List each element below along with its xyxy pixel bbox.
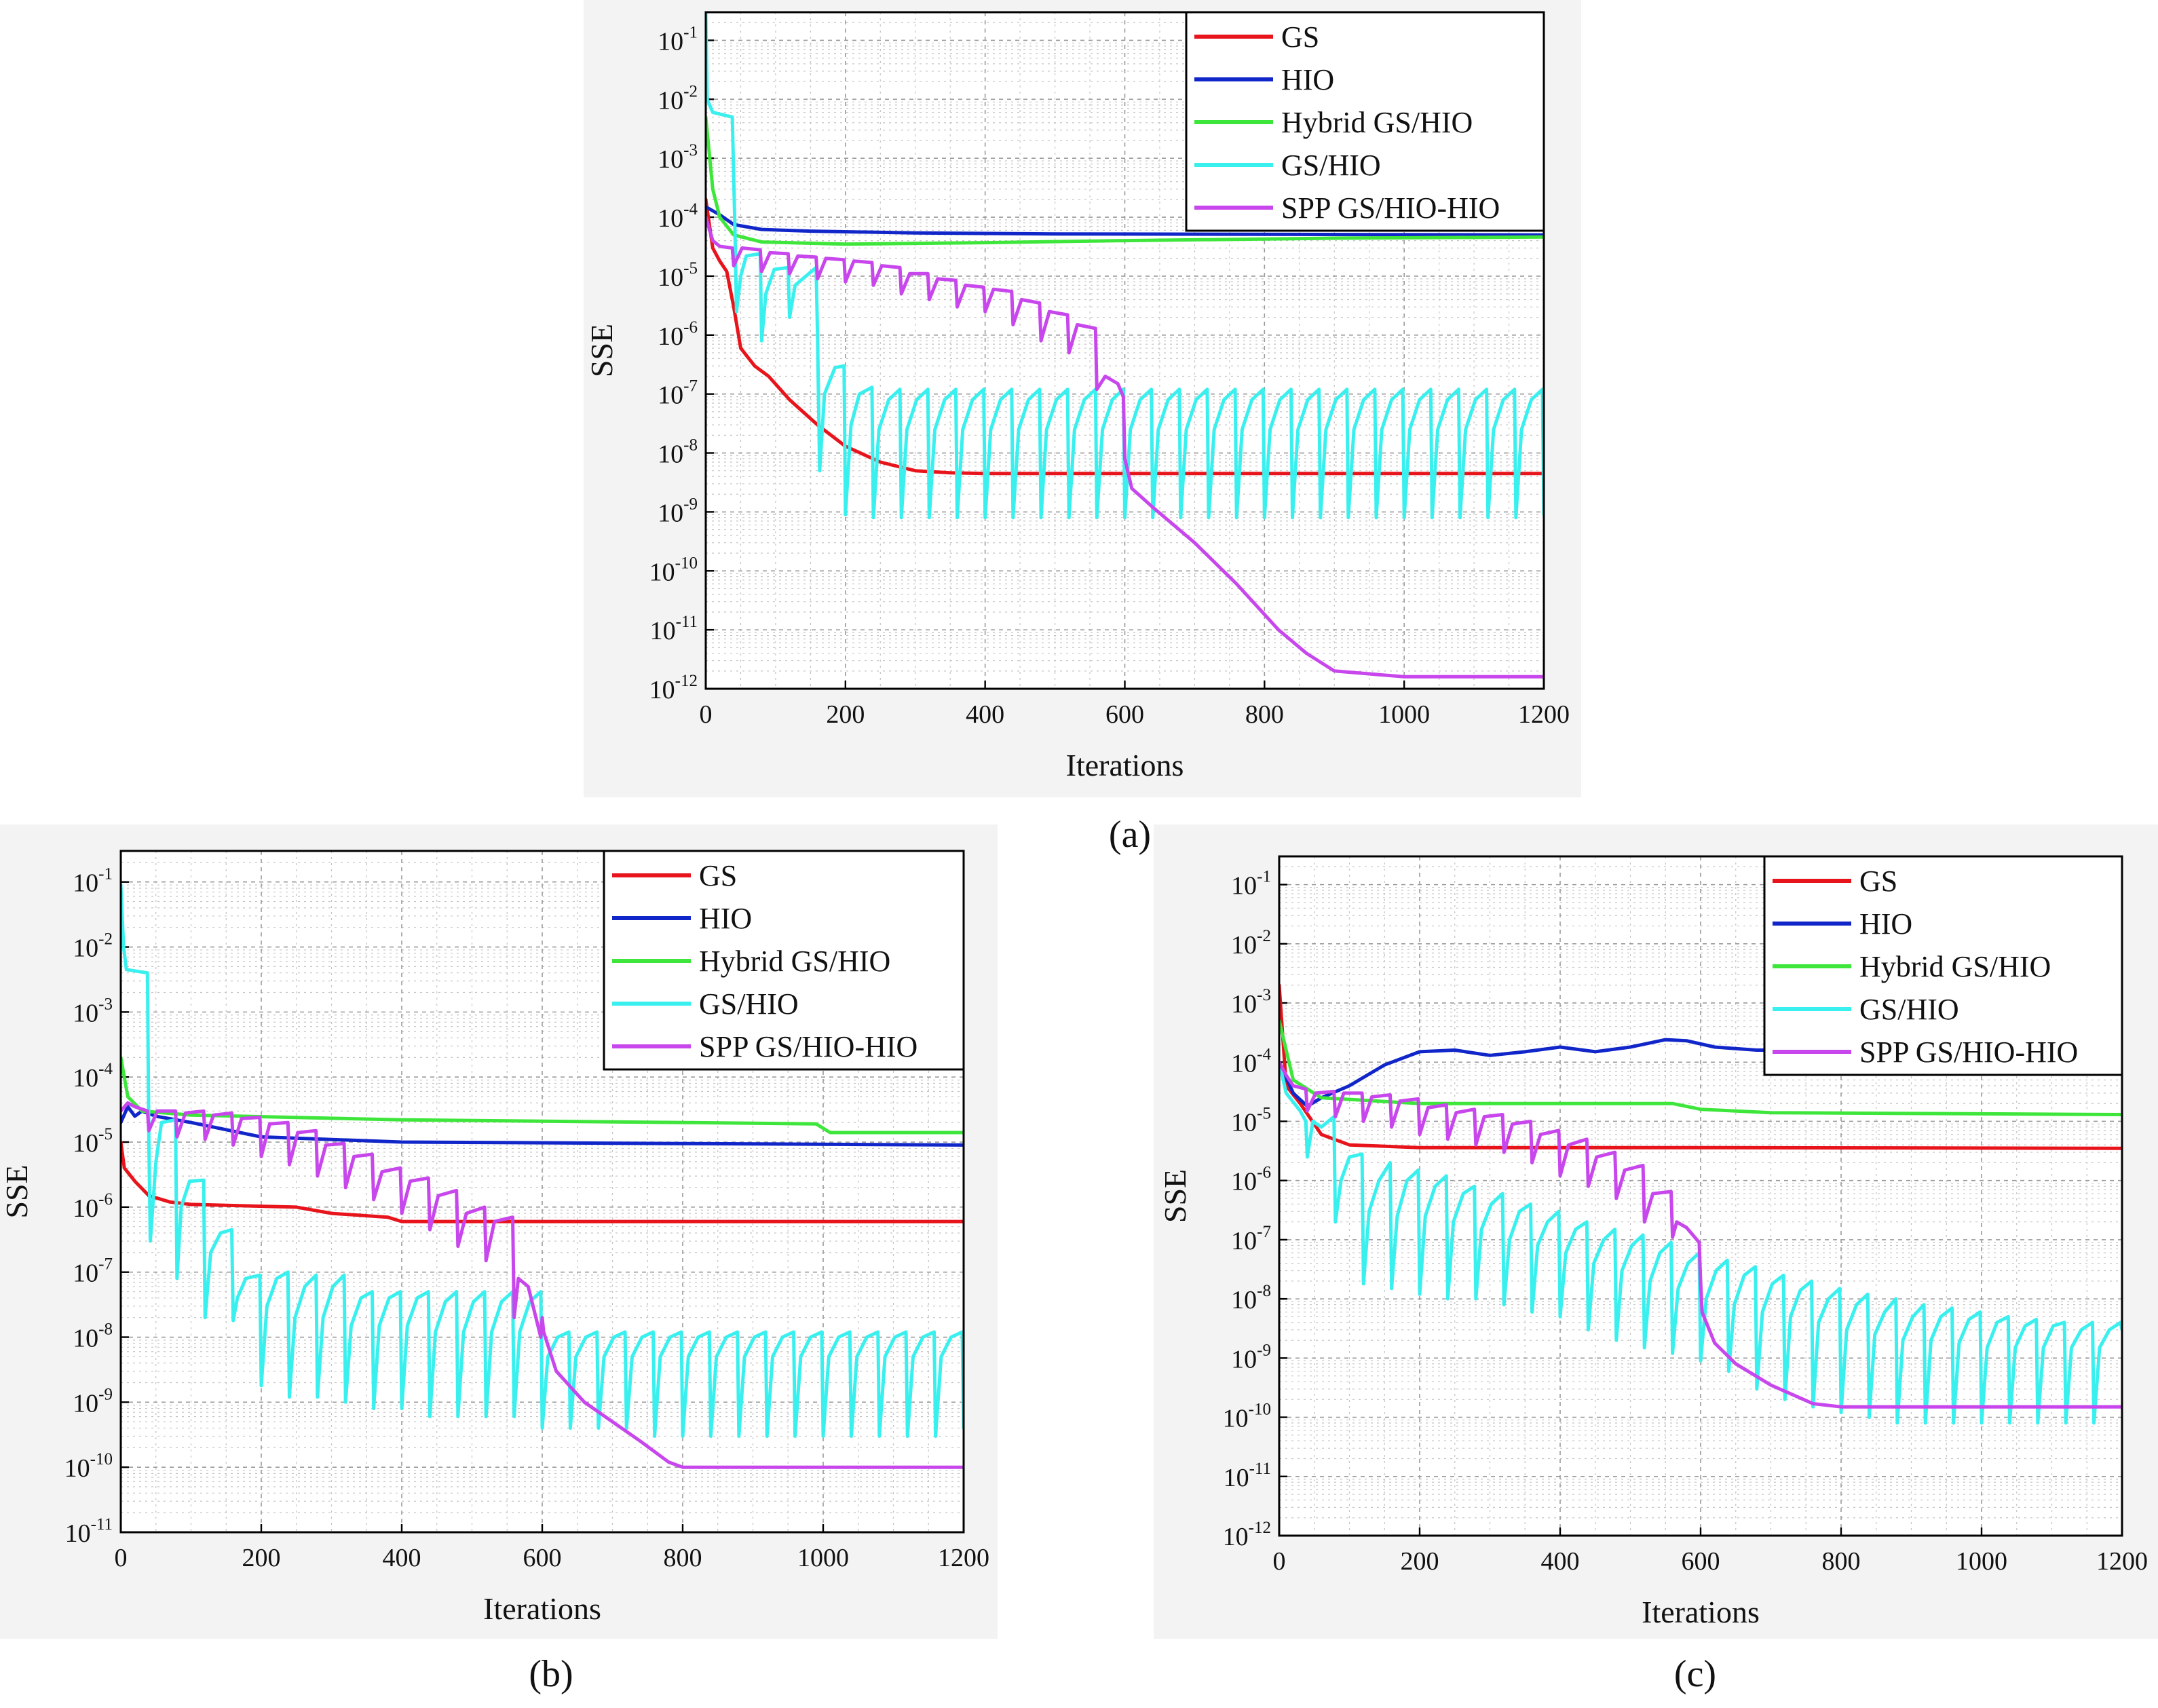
axes-frame xyxy=(704,11,1545,690)
x-tick-label: 1200 xyxy=(2096,1547,2148,1576)
y-tick-label: 10-11 xyxy=(1224,1460,1271,1492)
x-tick-label: 600 xyxy=(1682,1547,1720,1576)
y-tick-label: 10-10 xyxy=(64,1450,113,1483)
series-line-hybrid-gs-hio xyxy=(706,115,1544,246)
y-tick-label: 10-8 xyxy=(1231,1282,1271,1314)
series-line-gs-hio xyxy=(1279,1060,2122,1425)
y-tick-label: 10-11 xyxy=(65,1515,113,1548)
y-tick-label: 10-11 xyxy=(650,613,698,645)
series-line-spp-gs-hio-hio xyxy=(706,215,1544,679)
caption-b: (b) xyxy=(529,1653,573,1695)
y-tick-label: 10-2 xyxy=(658,82,698,115)
y-tick-label: 10-3 xyxy=(658,141,698,174)
y-tick-label: 10-12 xyxy=(649,672,698,704)
x-tick-label: 400 xyxy=(1541,1547,1580,1576)
y-tick-label: 10-1 xyxy=(658,23,698,56)
y-tick-label: 10-6 xyxy=(73,1190,113,1223)
caption-a: (a) xyxy=(1109,814,1151,856)
y-tick-label: 10-4 xyxy=(73,1060,113,1093)
x-tick-label: 400 xyxy=(966,700,1004,729)
x-tick-label: 1000 xyxy=(1378,700,1430,729)
series-line-hio xyxy=(706,205,1544,237)
legend-label: SPP GS/HIO-HIO xyxy=(699,1030,917,1063)
x-axis-title: Iterations xyxy=(1066,748,1184,782)
series-line-hybrid-gs-hio xyxy=(121,1055,964,1135)
y-tick-label: 10-8 xyxy=(73,1321,113,1353)
legend-label: GS/HIO xyxy=(1859,993,1959,1026)
y-tick-label: 10-9 xyxy=(1231,1341,1271,1373)
y-tick-label: 10-9 xyxy=(73,1385,113,1418)
x-tick-label: 0 xyxy=(1273,1547,1286,1576)
y-tick-label: 10-12 xyxy=(1223,1519,1271,1551)
x-tick-label: 0 xyxy=(115,1544,128,1572)
legend-label: HIO xyxy=(699,902,752,935)
y-tick-label: 10-7 xyxy=(658,377,698,410)
legend-label: SPP GS/HIO-HIO xyxy=(1281,191,1500,225)
x-tick-label: 600 xyxy=(1105,700,1144,729)
y-tick-label: 10-1 xyxy=(73,865,113,898)
chart-panel-b: 0 200 400 600 800 1000 1200 10-11 10-10 10-9 10-8 1… xyxy=(0,850,989,1626)
chart-panel-a: 0 200 400 600 800 1000 1200 10-12 10-11 10-10 10-9… xyxy=(584,11,1570,782)
x-tick-label: 400 xyxy=(383,1544,421,1572)
legend-label: HIO xyxy=(1859,907,1912,941)
y-tick-label: 10-9 xyxy=(658,495,698,527)
y-tick-label: 10-3 xyxy=(73,995,113,1027)
x-tick-label: 200 xyxy=(242,1544,281,1572)
y-tick-label: 10-5 xyxy=(73,1125,113,1158)
legend-label: Hybrid GS/HIO xyxy=(1281,106,1473,139)
y-axis-title: SSE xyxy=(0,1164,34,1218)
y-tick-label: 10-5 xyxy=(658,259,698,292)
y-tick-label: 10-4 xyxy=(658,200,698,233)
series-line-spp-gs-hio-hio xyxy=(121,1101,964,1469)
y-tick-label: 10-2 xyxy=(1231,927,1271,960)
y-axis-title: SSE xyxy=(1158,1169,1192,1223)
chart-panel-c: 0 200 400 600 800 1000 1200 10-12 10-11 10-10 10-9… xyxy=(1158,855,2148,1629)
y-tick-label: 10-10 xyxy=(649,554,698,586)
y-axis-title: SSE xyxy=(584,324,619,377)
legend-label: GS/HIO xyxy=(1281,149,1381,182)
legend-label: GS xyxy=(699,859,737,892)
y-tick-label: 10-5 xyxy=(1231,1104,1271,1137)
x-tick-label: 1200 xyxy=(938,1544,989,1572)
legend-label: GS xyxy=(1859,865,1897,898)
legend-label: Hybrid GS/HIO xyxy=(699,945,890,978)
x-tick-label: 1000 xyxy=(797,1544,849,1572)
legend-label: GS/HIO xyxy=(699,987,799,1021)
legend-label: GS xyxy=(1281,20,1319,54)
y-tick-label: 10-1 xyxy=(1231,868,1271,900)
y-tick-label: 10-6 xyxy=(658,318,698,351)
y-tick-label: 10-4 xyxy=(1231,1045,1271,1078)
legend-label: HIO xyxy=(1281,63,1334,96)
y-tick-label: 10-8 xyxy=(658,436,698,469)
axes-frame xyxy=(1278,855,2123,1537)
legend-label: Hybrid GS/HIO xyxy=(1859,950,2051,983)
y-tick-label: 10-3 xyxy=(1231,986,1271,1019)
x-tick-label: 800 xyxy=(1245,700,1284,729)
axes-frame xyxy=(119,850,965,1534)
series-line-gs xyxy=(121,1140,964,1223)
x-tick-label: 200 xyxy=(826,700,865,729)
y-tick-label: 10-2 xyxy=(73,930,113,963)
x-tick-label: 600 xyxy=(523,1544,562,1572)
x-axis-title: Iterations xyxy=(483,1591,601,1626)
series-line-gs-hio xyxy=(121,883,964,1438)
series-line-spp-gs-hio-hio xyxy=(1279,1060,2122,1409)
series-line-hio xyxy=(1279,1038,2122,1108)
x-tick-label: 0 xyxy=(700,700,713,729)
x-tick-label: 1200 xyxy=(1518,700,1570,729)
legend-label: SPP GS/HIO-HIO xyxy=(1859,1036,2078,1069)
x-axis-title: Iterations xyxy=(1642,1595,1760,1629)
y-tick-label: 10-7 xyxy=(1231,1223,1271,1255)
x-tick-label: 200 xyxy=(1401,1547,1439,1576)
caption-c: (c) xyxy=(1674,1653,1716,1695)
x-tick-label: 1000 xyxy=(1956,1547,2007,1576)
series-line-hybrid-gs-hio xyxy=(1279,1019,2122,1116)
y-tick-label: 10-10 xyxy=(1223,1401,1271,1433)
y-tick-label: 10-6 xyxy=(1231,1164,1271,1196)
x-tick-label: 800 xyxy=(1822,1547,1861,1576)
y-tick-label: 10-7 xyxy=(73,1255,113,1288)
x-tick-label: 800 xyxy=(664,1544,702,1572)
